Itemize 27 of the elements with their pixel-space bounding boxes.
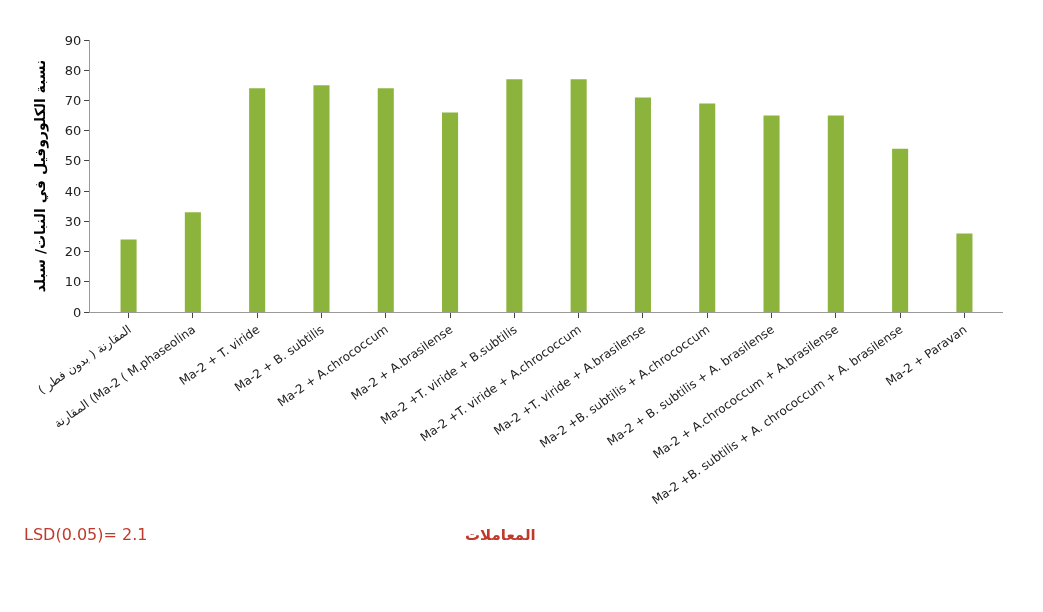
y-tick-label: 40 (64, 183, 82, 199)
y-tick-label: 50 (64, 153, 82, 169)
x-axis-title: المعاملات (465, 526, 536, 544)
y-tick-label: 30 (64, 213, 82, 229)
bar (892, 148, 909, 312)
bar (570, 79, 587, 312)
bar (313, 85, 330, 312)
bar (442, 112, 459, 312)
bar (956, 233, 973, 312)
y-tick-label: 20 (64, 244, 82, 260)
y-tick-label: 60 (64, 123, 82, 139)
y-tick-label: 10 (64, 274, 82, 290)
y-tick-label: 70 (64, 92, 82, 108)
bar (249, 88, 266, 312)
bar (699, 103, 716, 312)
bar (120, 239, 137, 312)
text: LSD(0.05)= 2.1 (24, 525, 148, 544)
y-tick-label: 0 (73, 304, 82, 320)
y-tick-label: 80 (64, 62, 82, 78)
y-axis-title: نسبة الكلوروفيل في النبات/ سبلد (32, 59, 50, 293)
bar (763, 115, 780, 312)
bar (506, 79, 523, 312)
bar (634, 97, 651, 312)
bar (827, 115, 844, 312)
y-tick-label: 90 (64, 32, 82, 48)
bar (184, 212, 201, 312)
bar (377, 88, 394, 312)
